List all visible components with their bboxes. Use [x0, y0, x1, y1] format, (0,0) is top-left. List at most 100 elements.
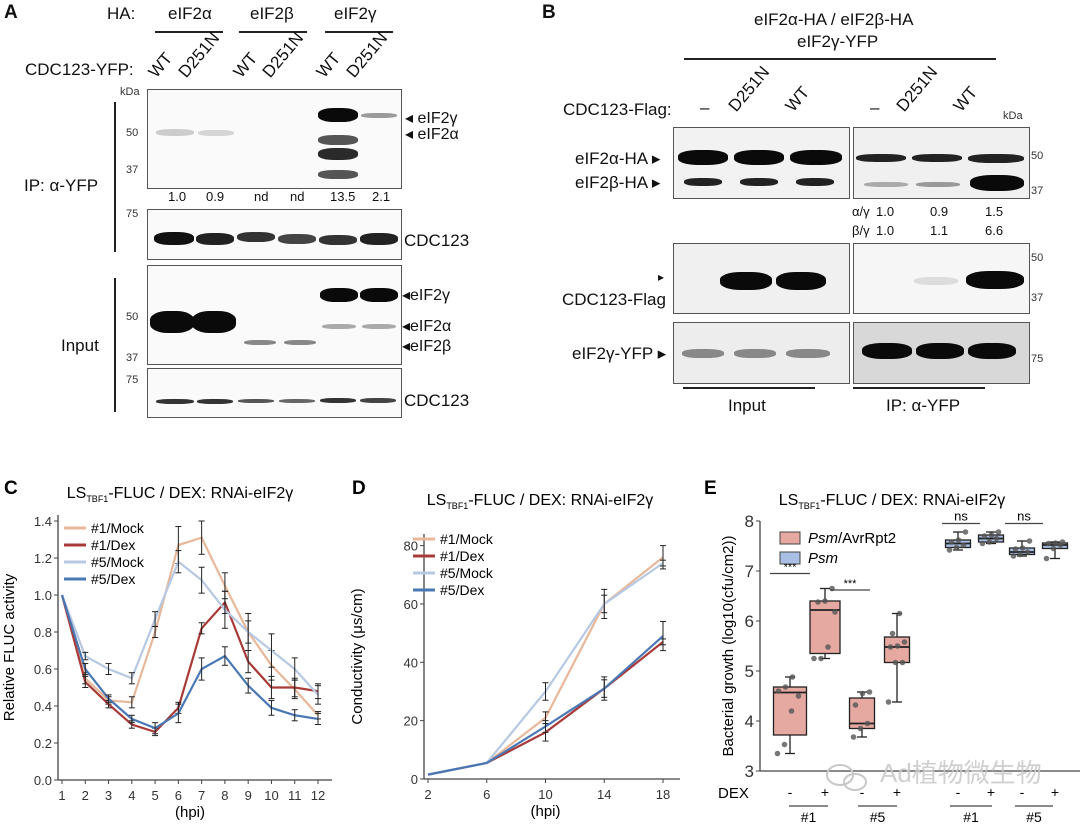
group-underline	[239, 31, 307, 33]
data-point	[955, 537, 962, 543]
ip-eif2-blot	[147, 89, 402, 189]
band-label-cdc123: CDC123	[404, 231, 470, 250]
ratio-value: 1.0	[876, 204, 895, 219]
marker-37: 37	[126, 352, 139, 364]
group-label-eif2a: eIF2α	[168, 4, 212, 23]
input-flag-blot	[673, 243, 850, 314]
lane-label: D251N	[258, 28, 308, 82]
watermark: Ad植物微生物	[880, 758, 1042, 788]
marker-75: 75	[126, 208, 139, 220]
dex-tick: +	[987, 784, 995, 800]
blot-label-text: eIF2α-HA	[575, 149, 648, 168]
x-tick-label: 8	[221, 788, 228, 803]
panel-b-header-line1: eIF2α-HA / eIF2β-HA	[754, 10, 914, 29]
ip-ha-blot	[853, 127, 1030, 199]
marker-50: 50	[126, 311, 139, 323]
series-line	[427, 641, 664, 776]
legend-label: #1/Dex	[440, 548, 484, 564]
series-line	[60, 559, 319, 696]
legend-label: #1/Mock	[440, 531, 494, 547]
lane-label: –	[870, 98, 880, 117]
blot-label-text: eIF2γ-YFP	[572, 344, 653, 363]
panel-a-label: A	[4, 2, 18, 23]
data-point	[1059, 539, 1066, 545]
data-point	[896, 610, 903, 617]
data-point	[1024, 549, 1031, 555]
x-tick-label: 5	[151, 788, 158, 803]
chart-d: LSTBF1-FLUC / DEX: RNAi-eIF2γ 0 20 40 60 80 2 6…	[349, 492, 680, 820]
ratio-value: 1.1	[930, 223, 949, 238]
input-underline	[683, 387, 815, 389]
x-tick-label: 1	[58, 788, 65, 803]
quant-value: nd	[290, 189, 305, 204]
data-point	[859, 690, 866, 697]
group-label: #1	[963, 809, 979, 824]
group-label: #1	[801, 809, 817, 824]
marker-37: 37	[1031, 292, 1044, 304]
dex-tick: +	[1051, 784, 1059, 800]
arrowhead-icon: ▸	[658, 270, 665, 284]
dex-tick: -	[1020, 784, 1025, 800]
data-point	[818, 655, 824, 662]
y-tick-label: 80	[404, 539, 418, 554]
y-axis-label: Relative FLUC activity	[1, 573, 18, 721]
series-line	[427, 635, 664, 776]
marker-37: 37	[126, 164, 139, 176]
quant-value: 1.0	[168, 189, 187, 204]
input-cdc123-blot	[147, 368, 402, 418]
y-tick-label: 1.4	[34, 514, 52, 529]
group-underline	[325, 31, 393, 33]
data-point	[981, 533, 988, 539]
y-tick-label: 40	[404, 655, 418, 670]
band-label-text: eIF2α	[410, 318, 452, 335]
significance-label: ns	[1017, 509, 1031, 524]
data-point	[892, 659, 899, 666]
data-point	[894, 643, 901, 649]
data-point	[857, 725, 864, 732]
marker-37: 37	[1031, 185, 1044, 197]
data-point	[988, 532, 995, 538]
dex-tick: -	[956, 784, 961, 800]
data-point	[1010, 553, 1017, 559]
chart-c: LSTBF1-FLUC / DEX: RNAi-eIF2γ 0.0 0.2 0.4 0.…	[1, 485, 332, 821]
dex-tick: -	[860, 784, 865, 800]
group-label: #5	[870, 809, 886, 824]
data-point	[1012, 546, 1019, 552]
data-point	[866, 689, 873, 695]
data-point	[901, 639, 908, 645]
data-point	[782, 684, 789, 690]
lane-label: D251N	[724, 62, 774, 116]
lane-label: WT	[144, 48, 177, 82]
y-tick-label: 1.0	[34, 588, 52, 603]
input-eif2-blot	[147, 265, 402, 365]
panel-c-label: C	[4, 478, 18, 499]
quant-value: 0.9	[206, 189, 225, 204]
legend-label: #5/Dex	[440, 582, 484, 598]
data-point	[1017, 551, 1024, 558]
y-tick-label: 0.8	[34, 625, 52, 640]
ip-cdc123-blot	[147, 209, 402, 260]
kda-label: kDa	[1003, 110, 1023, 122]
x-tick-label: 12	[311, 788, 325, 803]
x-tick-label: 10	[538, 787, 552, 802]
y-tick-label: 0.0	[34, 773, 52, 788]
ratio-value: 1.0	[876, 223, 895, 238]
x-tick-label: 2	[82, 788, 89, 803]
ratio-value: 1.5	[985, 204, 1004, 219]
quant-value: 13.5	[330, 189, 356, 204]
header-underline	[684, 58, 996, 60]
lane-label: WT	[949, 82, 982, 116]
kda-label: kDa	[120, 86, 140, 98]
data-point	[815, 599, 821, 605]
data-point	[889, 630, 896, 637]
group-underline	[155, 31, 223, 33]
group-label-eif2b: eIF2β	[250, 4, 294, 23]
data-point	[811, 655, 817, 662]
data-point	[789, 674, 796, 680]
series-line	[60, 536, 319, 716]
data-point	[850, 734, 857, 740]
y-tick-label: 7	[745, 562, 754, 581]
input-label: Input	[61, 336, 99, 355]
ip-gamma-blot	[853, 322, 1030, 384]
ip-flag-blot	[853, 243, 1030, 314]
